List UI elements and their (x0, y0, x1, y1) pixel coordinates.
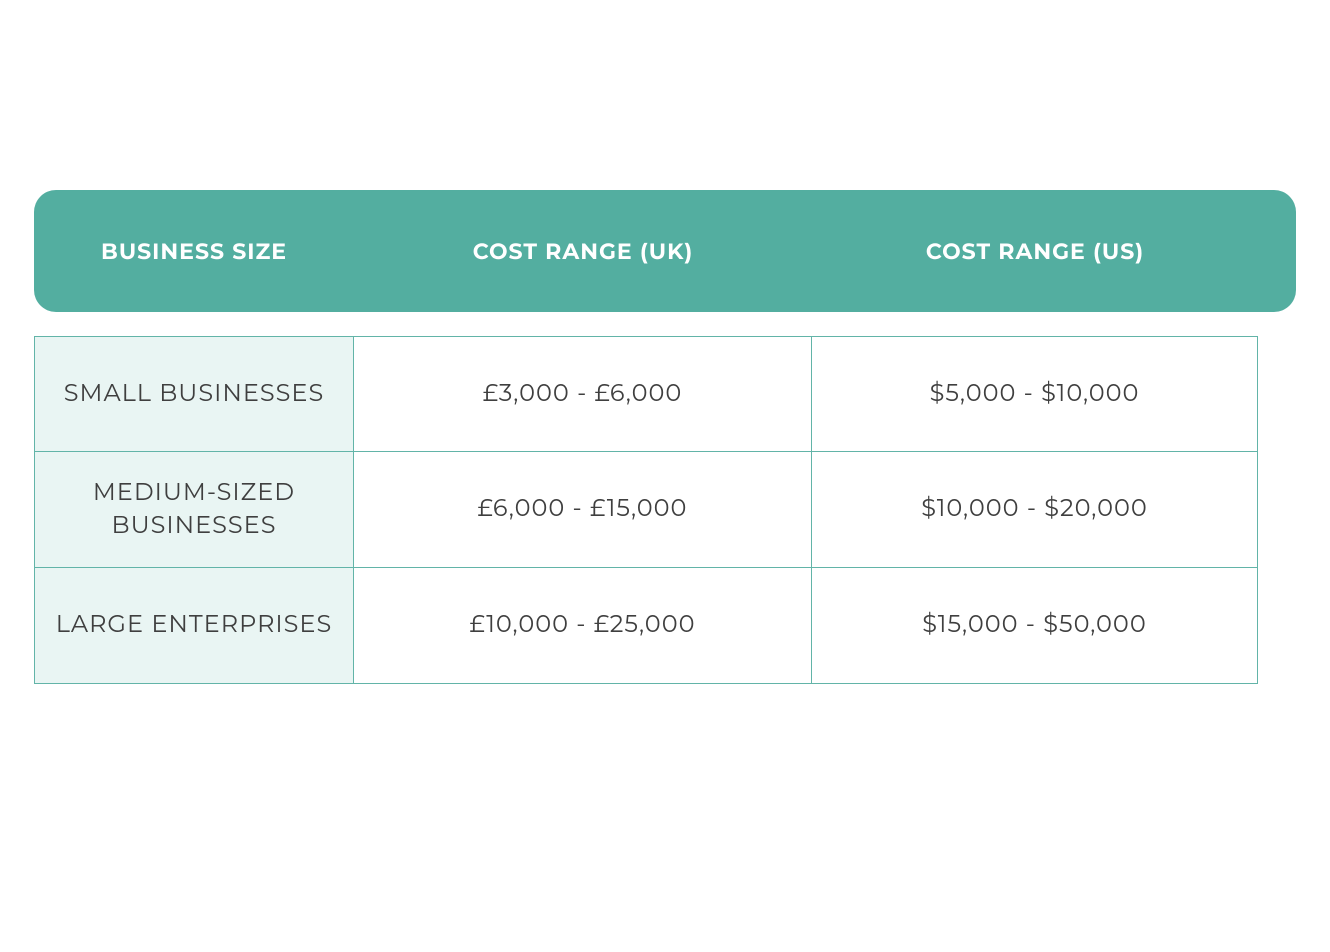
cell-cost-us: $5,000 - $10,000 (812, 336, 1258, 452)
cell-business-size: LARGE ENTERPRISES (34, 568, 354, 684)
cell-cost-us: $10,000 - $20,000 (812, 452, 1258, 568)
header-cost-us: COST RANGE (US) (812, 190, 1258, 312)
table-row: SMALL BUSINESSES £3,000 - £6,000 $5,000 … (34, 336, 1296, 452)
cell-cost-uk: £6,000 - £15,000 (354, 452, 812, 568)
table-row: MEDIUM-SIZED BUSINESSES £6,000 - £15,000… (34, 452, 1296, 568)
header-business-size: BUSINESS SIZE (34, 190, 354, 312)
table-header-row: BUSINESS SIZE COST RANGE (UK) COST RANGE… (34, 190, 1296, 312)
cell-business-size: SMALL BUSINESSES (34, 336, 354, 452)
cell-business-size: MEDIUM-SIZED BUSINESSES (34, 452, 354, 568)
cell-cost-uk: £3,000 - £6,000 (354, 336, 812, 452)
cell-cost-us: $15,000 - $50,000 (812, 568, 1258, 684)
header-cost-uk: COST RANGE (UK) (354, 190, 812, 312)
cell-cost-uk: £10,000 - £25,000 (354, 568, 812, 684)
table-row: LARGE ENTERPRISES £10,000 - £25,000 $15,… (34, 568, 1296, 684)
header-gap (34, 312, 1296, 336)
cost-table: BUSINESS SIZE COST RANGE (UK) COST RANGE… (34, 190, 1296, 684)
